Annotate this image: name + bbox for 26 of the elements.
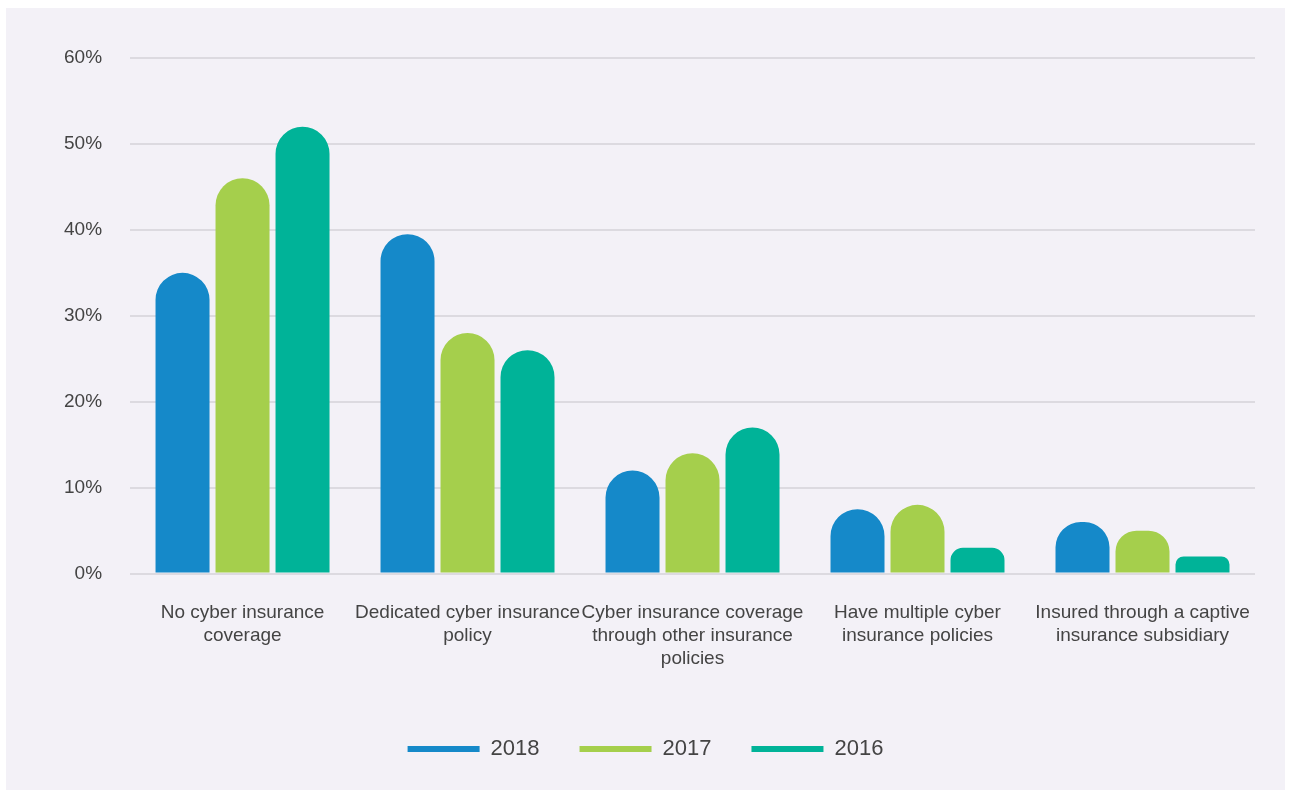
y-tick-label: 10% xyxy=(64,475,103,497)
bar xyxy=(380,234,435,573)
x-tick-label: Cyber insurance coverage through other insurance policies xyxy=(581,601,804,668)
bar xyxy=(215,178,270,573)
x-tick-label: Dedicated cyber insurance policy xyxy=(355,601,580,646)
bar xyxy=(665,453,720,573)
x-tick-label: No cyber insurance coverage xyxy=(160,601,325,646)
legend-label: 2016 xyxy=(834,735,884,761)
bar xyxy=(500,350,555,573)
bar xyxy=(440,332,495,573)
legend-label: 2018 xyxy=(490,735,540,761)
x-tick-label: Have multiple cyber insurance policies xyxy=(834,601,1002,646)
legend-label: 2017 xyxy=(662,735,712,761)
y-tick-label: 30% xyxy=(64,304,103,326)
y-tick-label: 40% xyxy=(64,218,103,240)
bar xyxy=(605,470,660,573)
y-tick-label: 60% xyxy=(64,46,103,68)
y-tick-label: 20% xyxy=(64,389,103,411)
y-tick-label: 0% xyxy=(74,561,103,583)
y-tick-label: 50% xyxy=(64,132,103,154)
x-tick-label: Insured through a captive insurance subsidiary xyxy=(1035,601,1250,646)
bar xyxy=(1175,556,1230,573)
bar xyxy=(275,126,330,573)
bar xyxy=(950,547,1005,573)
bar xyxy=(725,427,780,573)
bar xyxy=(155,272,210,573)
